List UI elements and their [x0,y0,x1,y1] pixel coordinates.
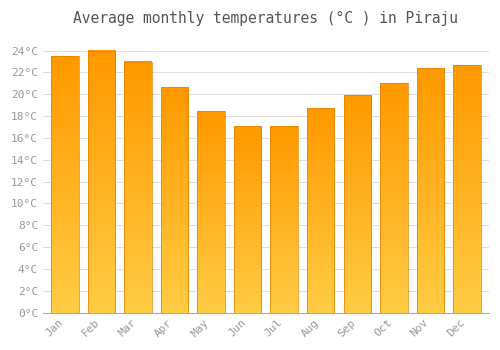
Title: Average monthly temperatures (°C ) in Piraju: Average monthly temperatures (°C ) in Pi… [74,11,458,26]
Bar [234,126,262,313]
Bar [307,108,334,313]
Bar [454,65,480,313]
Bar [124,62,152,313]
Bar [416,68,444,313]
Bar [344,96,371,313]
Bar [88,51,115,313]
Bar [198,111,225,313]
Bar [270,126,298,313]
Bar [161,87,188,313]
Bar [380,83,407,313]
Bar [51,56,78,313]
